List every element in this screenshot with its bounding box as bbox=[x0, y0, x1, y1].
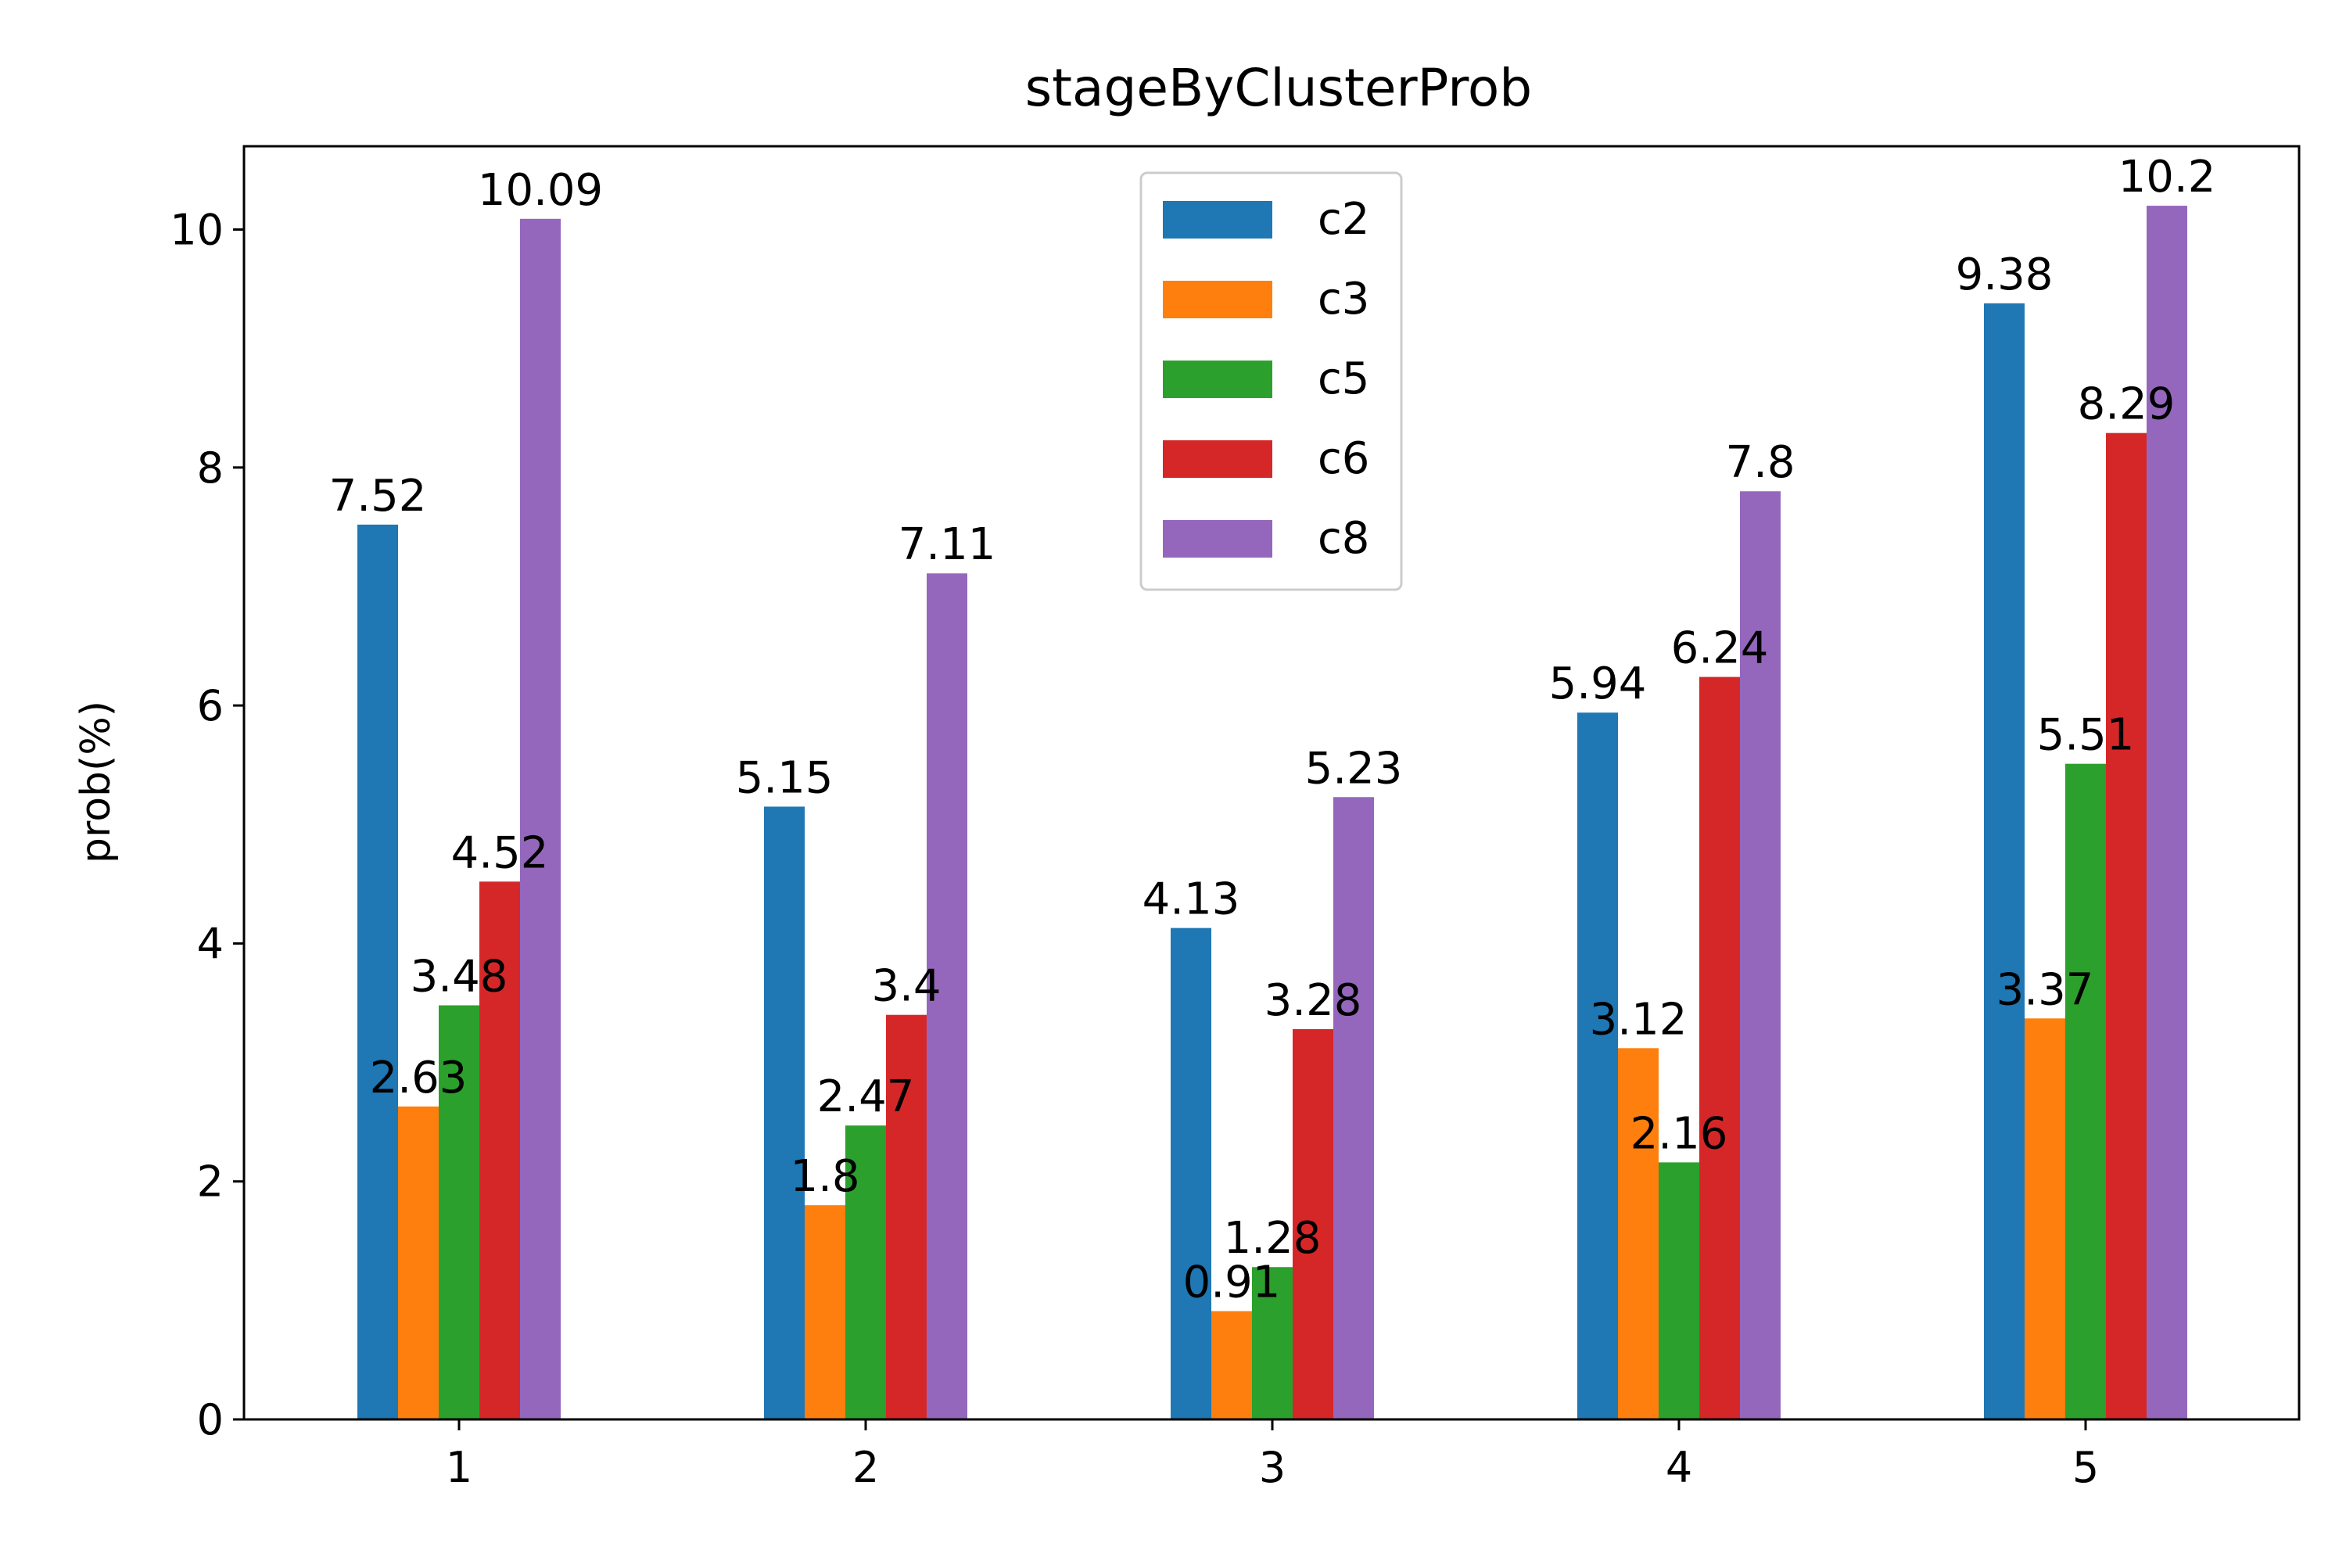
data-label-c2-1: 7.52 bbox=[329, 471, 427, 522]
bars-layer bbox=[357, 206, 2187, 1420]
bar-c8-4 bbox=[1740, 491, 1781, 1419]
legend-label-c5: c5 bbox=[1318, 353, 1369, 404]
data-label-c3-4: 3.12 bbox=[1590, 994, 1688, 1045]
data-label-c2-4: 5.94 bbox=[1549, 658, 1647, 709]
bar-c5-3 bbox=[1252, 1267, 1293, 1419]
data-label-c2-3: 4.13 bbox=[1143, 874, 1240, 925]
data-label-c6-4: 6.24 bbox=[1671, 623, 1769, 674]
bar-c6-2 bbox=[886, 1014, 927, 1419]
data-label-c6-2: 3.4 bbox=[871, 961, 941, 1012]
y-axis-label: prob(%) bbox=[73, 701, 120, 863]
x-tick-label: 2 bbox=[852, 1443, 879, 1492]
bar-c8-1 bbox=[520, 218, 561, 1419]
x-tick-label: 5 bbox=[2072, 1443, 2099, 1492]
data-label-c2-5: 9.38 bbox=[1956, 249, 2054, 300]
data-label-c5-3: 1.28 bbox=[1224, 1213, 1322, 1264]
data-label-c8-5: 10.2 bbox=[2118, 152, 2216, 203]
bar-c6-4 bbox=[1699, 676, 1740, 1419]
legend-label-c8: c8 bbox=[1318, 513, 1369, 564]
bar-c5-4 bbox=[1659, 1162, 1699, 1419]
data-label-c6-1: 4.52 bbox=[451, 827, 549, 878]
y-tick-label: 8 bbox=[197, 443, 224, 493]
bar-c3-2 bbox=[805, 1205, 845, 1419]
bar-c8-3 bbox=[1333, 797, 1374, 1419]
bar-c2-1 bbox=[357, 524, 398, 1420]
data-label-c8-2: 7.11 bbox=[899, 519, 996, 570]
legend-swatch-c6 bbox=[1163, 440, 1272, 478]
y-tick-label: 2 bbox=[197, 1157, 224, 1207]
data-label-c8-3: 5.23 bbox=[1305, 743, 1403, 794]
chart-title: stageByClusterProb bbox=[1025, 58, 1532, 118]
bar-c5-2 bbox=[845, 1125, 886, 1419]
data-label-c3-1: 2.63 bbox=[370, 1053, 468, 1103]
bar-c3-1 bbox=[398, 1106, 439, 1419]
legend-swatch-c8 bbox=[1163, 520, 1272, 558]
x-tick-label: 1 bbox=[446, 1443, 472, 1492]
data-label-c6-5: 8.29 bbox=[2078, 379, 2176, 430]
bar-c3-3 bbox=[1211, 1311, 1252, 1419]
bar-c2-5 bbox=[1984, 303, 2025, 1419]
legend: c2 c3 c5 c6 c8 bbox=[1139, 171, 1403, 591]
data-label-c5-1: 3.48 bbox=[411, 952, 508, 1003]
legend-label-c2: c2 bbox=[1318, 194, 1369, 245]
bar-c8-2 bbox=[927, 573, 967, 1419]
data-label-c3-5: 3.37 bbox=[1996, 964, 2094, 1015]
bar-c8-5 bbox=[2147, 206, 2187, 1420]
data-label-c3-3: 0.91 bbox=[1183, 1258, 1281, 1308]
data-label-c8-4: 7.8 bbox=[1725, 437, 1795, 488]
bar-c3-5 bbox=[2025, 1018, 2065, 1419]
bar-c5-1 bbox=[439, 1005, 479, 1419]
data-label-c5-4: 2.16 bbox=[1630, 1108, 1728, 1159]
bar-c6-5 bbox=[2106, 432, 2147, 1419]
y-tick-label: 6 bbox=[197, 681, 224, 730]
x-tick-label: 3 bbox=[1259, 1443, 1286, 1492]
bar-c2-2 bbox=[764, 806, 805, 1419]
data-label-c6-3: 3.28 bbox=[1264, 975, 1362, 1026]
data-labels-layer: 7.52 5.15 4.13 5.94 9.38 2.63 1.8 0.91 3.12 3.37 3… bbox=[329, 152, 2216, 1308]
bar-c6-1 bbox=[479, 881, 520, 1419]
legend-label-c6: c6 bbox=[1318, 433, 1369, 484]
legend-swatch-c5 bbox=[1163, 361, 1272, 398]
bar-c6-3 bbox=[1293, 1028, 1333, 1419]
data-label-c5-2: 2.47 bbox=[817, 1071, 915, 1122]
x-tick-label: 4 bbox=[1666, 1443, 1692, 1492]
bar-c5-5 bbox=[2065, 763, 2106, 1419]
bar-c2-4 bbox=[1577, 712, 1618, 1419]
legend-swatch-c3 bbox=[1163, 281, 1272, 318]
bar-c2-3 bbox=[1171, 928, 1211, 1419]
data-label-c3-2: 1.8 bbox=[790, 1151, 859, 1202]
y-tick-label: 4 bbox=[197, 919, 224, 968]
legend-swatch-c2 bbox=[1163, 201, 1272, 239]
legend-label-c3: c3 bbox=[1318, 274, 1369, 325]
y-tick-label: 10 bbox=[170, 206, 224, 255]
data-label-c5-5: 5.51 bbox=[2037, 710, 2135, 761]
y-tick-label: 0 bbox=[197, 1395, 224, 1444]
data-label-c2-2: 5.15 bbox=[736, 752, 834, 803]
data-label-c8-1: 10.09 bbox=[478, 165, 603, 216]
bar-c3-4 bbox=[1618, 1048, 1659, 1419]
